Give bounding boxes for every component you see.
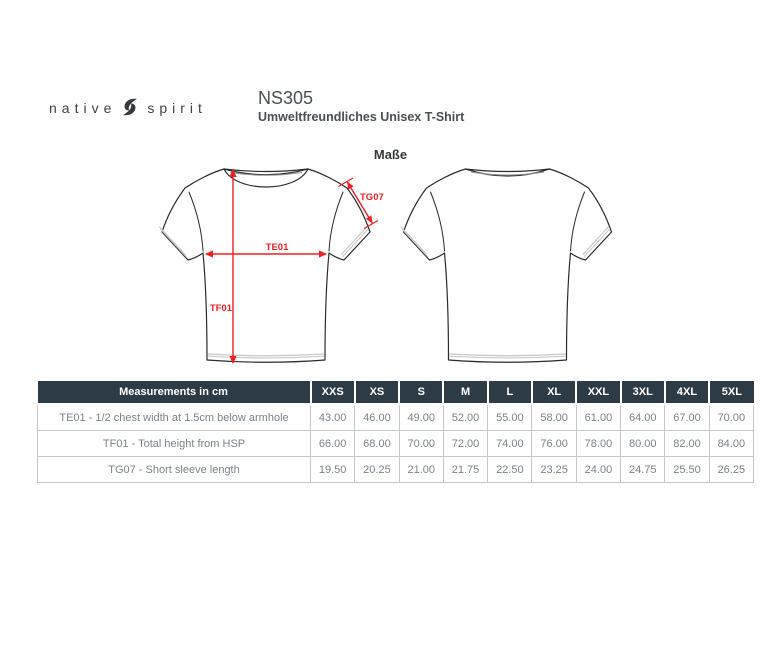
product-code: NS305 [258, 88, 314, 108]
measurement-value-cell: 21.75 [442, 456, 489, 483]
measurement-value-cell: 61.00 [575, 403, 622, 431]
brand-name-right: spirit [147, 100, 207, 116]
measurement-value-cell: 70.00 [398, 430, 444, 457]
dimension-annotations: TE01 TF01 TG07 [205, 169, 384, 364]
brand-logo: native spirit [49, 95, 207, 121]
measurement-value-cell: 64.00 [620, 403, 666, 431]
measurement-value-cell: 76.00 [531, 430, 577, 457]
measurement-value-cell: 25.50 [664, 456, 710, 483]
size-header-cell: 4XL [664, 381, 711, 405]
measurement-value-cell: 19.50 [309, 456, 356, 483]
measurement-value-cell: 84.00 [708, 430, 755, 457]
measurement-value-cell: 82.00 [664, 430, 710, 457]
tg07-label: TG07 [360, 192, 384, 203]
armhole-seam-right [328, 191, 344, 252]
measurement-value-cell: 80.00 [620, 430, 666, 457]
armhole-seam-right [570, 191, 585, 252]
size-header-cell: S [399, 381, 445, 405]
product-title-block: NS305 Umweltfreundliches Unisex T-Shirt [258, 89, 464, 125]
measurement-value-cell: 68.00 [354, 430, 400, 457]
measurement-value-cell: 55.00 [487, 403, 533, 431]
measurement-value-cell: 74.00 [487, 430, 533, 457]
measurement-value-cell: 26.25 [708, 456, 755, 483]
measurement-value-cell: 43.00 [309, 403, 356, 431]
measurement-value-cell: 72.00 [442, 430, 489, 457]
collar-band-front [223, 168, 309, 188]
measurement-value-cell: 22.50 [487, 456, 533, 483]
measurement-value-cell: 24.75 [620, 456, 666, 483]
measurement-value-cell: 20.25 [354, 456, 400, 483]
te01-label: TE01 [266, 242, 289, 253]
fabric-detail-lines [158, 226, 369, 359]
brand-name-left: native [49, 100, 117, 116]
measurement-label-cell: TG07 - Short sleeve length [37, 456, 311, 483]
te01-dimension-arrow: TE01 [205, 242, 327, 258]
table-row: TE01 - 1/2 chest width at 1.5cm below ar… [37, 403, 755, 431]
measurement-value-cell: 70.00 [708, 403, 755, 431]
tshirt-front-outline [161, 168, 371, 363]
back-collar-ribbing [470, 171, 545, 176]
measurement-value-cell: 49.00 [398, 403, 444, 431]
size-header-cell: XL [531, 381, 578, 405]
measurement-label-cell: TE01 - 1/2 chest width at 1.5cm below ar… [37, 403, 311, 431]
size-header-cell: XXS [310, 381, 356, 405]
measurement-value-cell: 21.00 [398, 456, 444, 483]
size-header-cell: XS [354, 381, 401, 405]
armhole-seam-left [188, 191, 204, 252]
size-header-cell: XXL [576, 381, 622, 405]
measurements-table: Measurements in cm XXS XS S M L XL XXL 3… [37, 381, 755, 483]
measurement-value-cell: 66.00 [309, 430, 356, 457]
measurement-value-cell: 58.00 [531, 403, 577, 431]
tshirt-back-outline [402, 168, 613, 363]
measurement-value-cell: 52.00 [442, 403, 489, 431]
measurement-value-cell: 78.00 [575, 430, 622, 457]
armhole-seam-left [430, 191, 445, 252]
back-shirt-diagram [400, 168, 613, 363]
front-shirt-diagram: TE01 TF01 TG07 [158, 168, 384, 364]
tf01-dimension-arrow: TF01 [210, 169, 237, 364]
table-header-row: Measurements in cm XXS XS S M L XL XXL 3… [37, 381, 754, 405]
table-row: TG07 - Short sleeve length 19.50 20.25 2… [37, 456, 755, 483]
size-header-cell: 3XL [620, 381, 666, 405]
size-header-cell: 5XL [709, 381, 754, 405]
table-row: TF01 - Total height from HSP 66.00 68.00… [37, 430, 755, 457]
leaf-swirl-icon [123, 98, 138, 116]
size-header-cell: L [487, 381, 533, 405]
measurement-value-cell: 46.00 [354, 403, 400, 431]
measurement-value-cell: 67.00 [664, 403, 710, 431]
measurement-value-cell: 24.00 [575, 456, 622, 483]
tg07-dimension-arrow: TG07 [338, 177, 384, 230]
measurement-value-cell: 23.25 [531, 456, 577, 483]
back-collar-band [464, 168, 551, 177]
product-name: Umweltfreundliches Unisex T-Shirt [258, 110, 465, 124]
measurement-label-cell: TF01 - Total height from HSP [37, 430, 311, 457]
size-header-cell: M [443, 381, 489, 405]
tf01-label: TF01 [210, 303, 233, 314]
measurements-header-cell: Measurements in cm [37, 381, 312, 405]
collar-ribbing [229, 172, 303, 176]
fabric-detail-lines [400, 226, 611, 359]
section-title: Maße [373, 147, 408, 162]
